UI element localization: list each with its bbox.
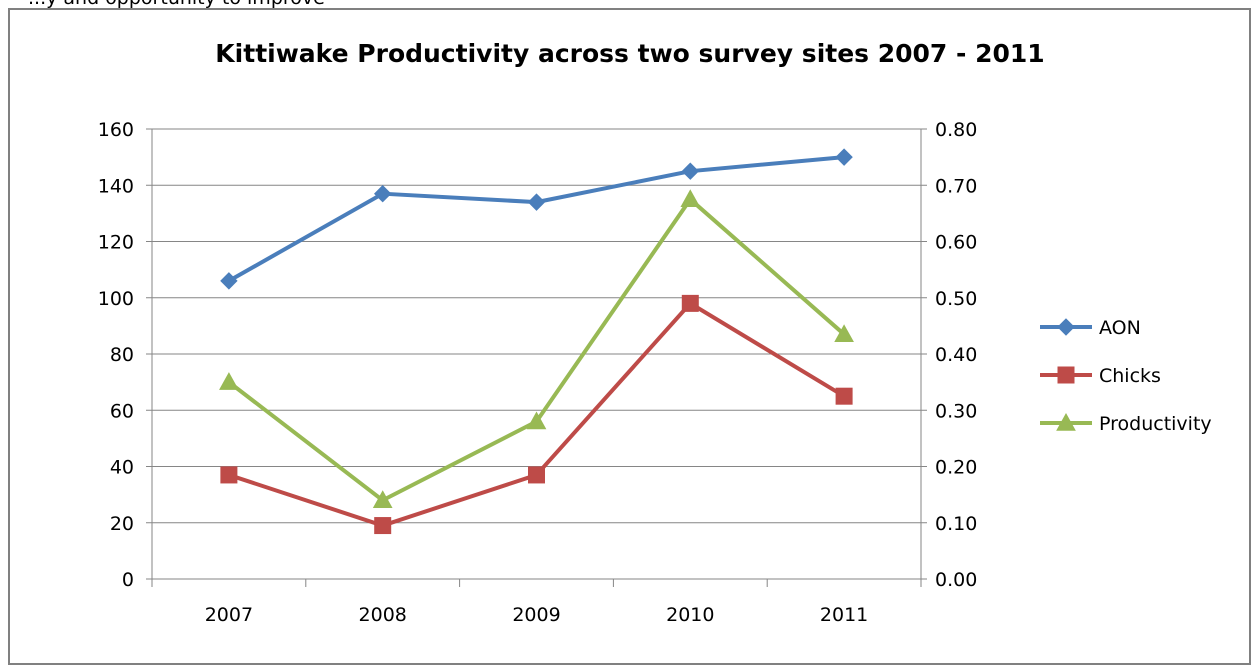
left-axis-tick-label: 120: [98, 232, 134, 254]
right-axis-tick-label: 0.30: [935, 400, 977, 422]
legend-marker-productivity: [1056, 412, 1076, 431]
x-axis-tick-label: 2010: [666, 604, 714, 626]
right-axis-tick-label: 0.40: [935, 344, 977, 366]
data-point-chicks: [528, 466, 545, 484]
legend-marker-chicks: [1057, 366, 1075, 384]
right-axis-tick-label: 0.70: [935, 175, 977, 197]
data-point-chicks: [681, 294, 699, 312]
series: [219, 148, 854, 535]
left-axis-tick-label: 160: [98, 119, 134, 141]
data-point-productivity: [219, 372, 239, 390]
left-axis-tick-label: 80: [110, 344, 134, 366]
chart-frame: [8, 8, 1251, 665]
data-point-chicks: [835, 387, 853, 405]
legend-marker-aon: [1057, 318, 1075, 336]
chart-title: Kittiwake Productivity across two survey…: [215, 39, 1044, 68]
right-axis-tick-label: 0.80: [935, 119, 977, 141]
right-axis-tick-label: 0.50: [935, 288, 977, 310]
data-point-aon: [220, 272, 238, 290]
x-axis-tick-label: 2009: [512, 604, 560, 626]
x-axis-tick-label: 2007: [205, 604, 253, 626]
right-axis-tick-label: 0.60: [935, 232, 977, 254]
data-point-aon: [373, 184, 392, 203]
left-axis-tick-label: 0: [122, 569, 134, 591]
data-point-aon: [835, 148, 853, 166]
right-axis-tick-label: 0.00: [935, 569, 977, 591]
x-axis-tick-label: 2008: [359, 604, 407, 626]
legend: AON Chicks Productivity: [1040, 317, 1212, 435]
gridlines: [152, 128, 921, 524]
data-point-productivity: [834, 324, 854, 343]
data-point-productivity: [680, 189, 701, 208]
left-axis-tick-label: 60: [110, 400, 134, 422]
legend-label-productivity: Productivity: [1099, 413, 1212, 435]
left-axis-tick-label: 20: [110, 513, 134, 535]
data-point-aon: [681, 162, 700, 180]
legend-label-aon: AON: [1099, 317, 1141, 339]
x-axis-tick-label: 2011: [820, 604, 868, 626]
series-line-aon: [227, 155, 845, 283]
right-axis-tick-label: 0.20: [935, 457, 977, 479]
axes: 0 20 40 60 80 100 120 140 160 0.00 0.10 0.20 0.30 0.4…: [98, 119, 978, 626]
data-point-productivity: [526, 411, 547, 430]
data-point-chicks: [220, 466, 238, 484]
data-point-productivity: [372, 490, 393, 508]
legend-label-chicks: Chicks: [1099, 365, 1161, 387]
data-point-chicks: [374, 517, 392, 535]
right-axis-tick-label: 0.10: [935, 513, 977, 535]
data-point-aon: [527, 193, 546, 211]
left-axis-tick-label: 100: [98, 288, 134, 310]
left-axis-tick-label: 140: [98, 175, 134, 197]
series-line-productivity: [227, 197, 846, 503]
top-caption: ...y and opportunity to improve: [28, 0, 325, 9]
left-axis-tick-label: 40: [110, 457, 134, 479]
